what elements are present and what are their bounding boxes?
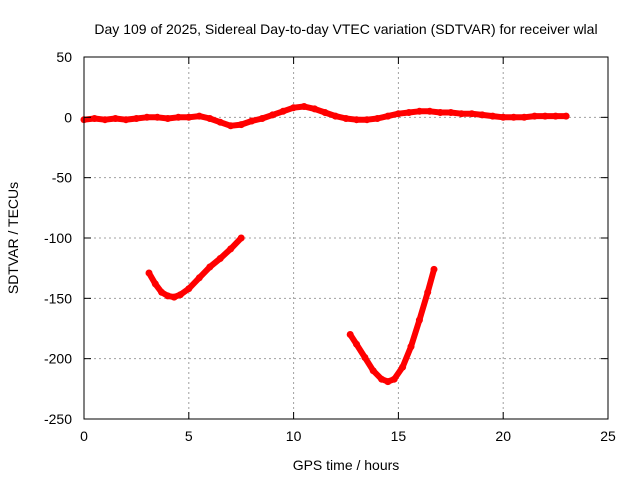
y-axis-label: SDTVAR / TECUs bbox=[5, 182, 21, 294]
data-point bbox=[300, 103, 308, 110]
y-tick-label: -200 bbox=[44, 351, 72, 367]
x-tick-label: 20 bbox=[495, 428, 511, 444]
data-point bbox=[353, 340, 360, 348]
data-point bbox=[195, 274, 203, 282]
data-point bbox=[206, 263, 214, 271]
y-tick-label: -150 bbox=[44, 290, 72, 306]
data-point bbox=[407, 343, 415, 351]
data-point bbox=[206, 115, 214, 122]
data-point bbox=[373, 115, 381, 122]
data-point bbox=[237, 234, 245, 242]
x-tick-label: 25 bbox=[600, 428, 616, 444]
data-point bbox=[143, 113, 151, 121]
data-point bbox=[457, 110, 465, 118]
data-point bbox=[415, 107, 423, 115]
data-point bbox=[384, 112, 392, 120]
data-point bbox=[541, 112, 549, 120]
data-point bbox=[321, 109, 329, 116]
data-point bbox=[430, 265, 438, 273]
y-axis-ticks: 50 0 -50 -100 -150 -200 -250 bbox=[44, 49, 608, 427]
data-point bbox=[185, 113, 193, 121]
data-point bbox=[499, 113, 507, 121]
data-point bbox=[216, 255, 224, 262]
data-point bbox=[311, 105, 319, 113]
data-point bbox=[132, 115, 140, 122]
data-point bbox=[216, 118, 224, 126]
y-tick-label: -100 bbox=[44, 230, 72, 246]
data-point bbox=[510, 113, 518, 121]
data-point bbox=[531, 112, 539, 120]
x-axis-label: GPS time / hours bbox=[293, 457, 400, 473]
y-tick-label: -50 bbox=[52, 170, 72, 186]
x-tick-label: 5 bbox=[185, 428, 193, 444]
data-point bbox=[101, 116, 109, 124]
x-tick-label: 10 bbox=[286, 428, 302, 444]
data-point bbox=[447, 109, 455, 116]
data-point bbox=[424, 288, 432, 296]
data-point bbox=[520, 113, 528, 121]
data-point bbox=[269, 111, 277, 119]
data-series bbox=[80, 103, 570, 386]
data-point bbox=[227, 245, 235, 253]
data-point bbox=[390, 375, 398, 383]
data-point bbox=[552, 112, 560, 120]
y-tick-label: 50 bbox=[56, 49, 72, 65]
data-point bbox=[436, 109, 444, 116]
data-point bbox=[562, 112, 570, 120]
data-point bbox=[405, 109, 413, 116]
data-point bbox=[363, 116, 371, 124]
x-axis-ticks: 0 5 10 15 20 25 bbox=[80, 57, 616, 444]
data-point bbox=[279, 107, 287, 115]
data-point bbox=[174, 113, 182, 121]
data-point bbox=[164, 292, 172, 300]
data-point bbox=[353, 116, 360, 124]
x-tick-label: 0 bbox=[80, 428, 88, 444]
data-point bbox=[158, 288, 166, 296]
data-point bbox=[361, 354, 369, 361]
data-point bbox=[426, 107, 434, 115]
data-point bbox=[290, 104, 298, 112]
data-point bbox=[176, 291, 184, 299]
data-point bbox=[415, 316, 423, 324]
y-tick-label: -250 bbox=[44, 411, 72, 427]
data-point bbox=[378, 375, 386, 383]
data-point bbox=[151, 280, 159, 288]
data-point bbox=[170, 293, 178, 301]
data-point bbox=[248, 117, 256, 125]
data-point bbox=[399, 363, 407, 371]
data-point bbox=[468, 110, 476, 118]
data-point bbox=[489, 112, 497, 120]
data-point bbox=[185, 285, 193, 293]
data-point bbox=[384, 378, 392, 386]
data-point bbox=[369, 367, 377, 375]
data-point bbox=[237, 121, 245, 129]
data-point bbox=[258, 115, 266, 122]
data-point bbox=[145, 269, 153, 277]
chart-title: Day 109 of 2025, Sidereal Day-to-day VTE… bbox=[94, 21, 597, 37]
data-point bbox=[122, 116, 130, 124]
y-tick-label: 0 bbox=[64, 109, 72, 125]
data-point bbox=[478, 111, 486, 119]
data-point bbox=[164, 115, 172, 122]
data-point bbox=[111, 115, 119, 122]
data-point bbox=[195, 112, 203, 120]
data-point bbox=[227, 122, 235, 130]
data-point bbox=[153, 113, 161, 121]
x-tick-label: 15 bbox=[391, 428, 407, 444]
data-point bbox=[346, 331, 354, 338]
data-point bbox=[332, 112, 339, 120]
data-point bbox=[342, 115, 350, 122]
data-point bbox=[91, 115, 98, 122]
data-point bbox=[394, 110, 402, 118]
